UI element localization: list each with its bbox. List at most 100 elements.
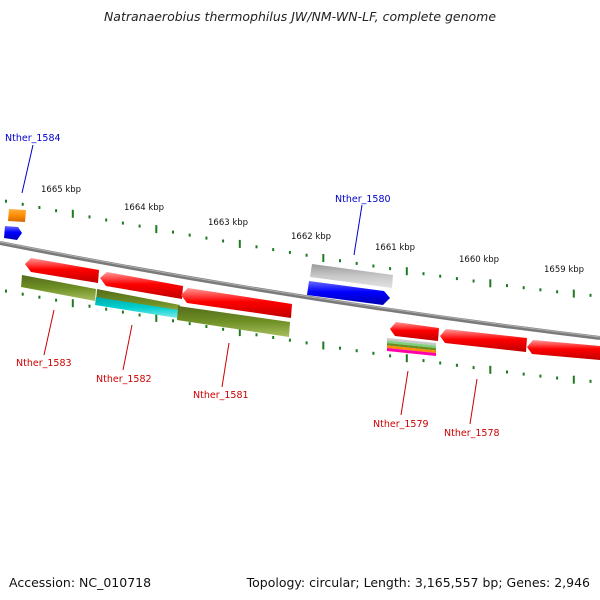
scale-tick-minor bbox=[372, 351, 375, 355]
scale-tick-major bbox=[238, 328, 241, 337]
scale-tick-minor bbox=[305, 253, 308, 257]
genome-stats-text: Topology: circular; Length: 3,165,557 bp… bbox=[246, 575, 590, 590]
scale-tick-minor bbox=[272, 336, 275, 339]
scale-tick-minor bbox=[439, 274, 442, 278]
gene-label-nther-1578[interactable]: Nther_1578 bbox=[444, 428, 500, 439]
scale-tick-minor bbox=[188, 233, 191, 237]
scale-tick-major bbox=[405, 354, 408, 363]
gene-label-nther-1583[interactable]: Nther_1583 bbox=[16, 358, 72, 369]
gene-feature-cyan-1582[interactable] bbox=[95, 297, 178, 318]
gene-row-lower-right bbox=[387, 322, 600, 360]
scale-label-1665: 1665 kbp bbox=[41, 185, 81, 195]
gene-feature-olive-1583[interactable] bbox=[21, 275, 96, 301]
scale-tick-minor bbox=[5, 199, 7, 203]
gene-arrow-red-1[interactable] bbox=[25, 258, 99, 283]
gene-arrow-red-3[interactable] bbox=[181, 288, 292, 318]
gene-arrow-nther-1584[interactable] bbox=[4, 226, 22, 240]
scale-tick-minor bbox=[389, 267, 392, 271]
scale-tick-minor bbox=[556, 290, 559, 294]
scale-label-1662: 1662 kbp bbox=[291, 232, 331, 242]
scale-tick-minor bbox=[455, 277, 458, 281]
scale-tick-major bbox=[405, 267, 408, 276]
scale-tick-minor bbox=[21, 202, 24, 206]
scale-tick-minor bbox=[172, 230, 174, 234]
scale-tick-minor bbox=[472, 279, 475, 283]
gene-labels: Nther_1584 Nther_1580 Nther_1583 Nther_1… bbox=[5, 133, 500, 439]
scale-label-1660: 1660 kbp bbox=[459, 255, 499, 265]
scale-tick-minor bbox=[121, 221, 124, 225]
scale-ticks-lower bbox=[5, 289, 592, 384]
scale-tick-minor bbox=[372, 264, 375, 268]
scale-label-1664: 1664 kbp bbox=[124, 203, 164, 213]
scale-tick-major bbox=[572, 289, 575, 298]
gene-arrow-red-4[interactable] bbox=[390, 322, 439, 341]
gene-feature-stack-1579[interactable] bbox=[387, 338, 436, 356]
scale-ticks-upper bbox=[5, 199, 592, 298]
gene-feature-olive-1581[interactable] bbox=[177, 306, 290, 337]
genome-backbone bbox=[0, 241, 600, 340]
gene-label-nther-1582[interactable]: Nther_1582 bbox=[96, 374, 152, 385]
scale-tick-minor bbox=[422, 272, 425, 276]
gene-row-lower-left bbox=[21, 258, 292, 337]
scale-tick-minor bbox=[105, 218, 108, 222]
scale-tick-minor bbox=[589, 379, 592, 383]
scale-tick-minor bbox=[339, 346, 341, 350]
scale-tick-minor bbox=[172, 319, 174, 323]
accession-text: Accession: NC_010718 bbox=[9, 575, 152, 590]
gene-nther-1580[interactable] bbox=[307, 264, 393, 305]
scale-tick-major bbox=[322, 341, 325, 350]
gene-label-nther-1581[interactable]: Nther_1581 bbox=[193, 390, 249, 401]
scale-tick-minor bbox=[21, 292, 24, 296]
scale-tick-major bbox=[71, 209, 74, 218]
scale-tick-minor bbox=[288, 250, 291, 254]
gene-feature-orange[interactable] bbox=[8, 209, 26, 222]
scale-tick-minor bbox=[138, 313, 141, 317]
scale-labels: 1665 kbp 1664 kbp 1663 kbp 1662 kbp 1661… bbox=[41, 185, 584, 275]
gene-arrow-red-5[interactable] bbox=[440, 329, 527, 352]
scale-tick-minor bbox=[105, 307, 108, 311]
gene-arrow-red-6[interactable] bbox=[527, 340, 600, 360]
gene-arrow-red-2[interactable] bbox=[100, 272, 183, 299]
scale-tick-minor bbox=[355, 349, 358, 353]
scale-label-1659: 1659 kbp bbox=[544, 265, 584, 275]
scale-tick-minor bbox=[55, 209, 58, 213]
scale-tick-minor bbox=[506, 284, 508, 288]
gene-label-nther-1584[interactable]: Nther_1584 bbox=[5, 133, 61, 144]
scale-tick-minor bbox=[305, 341, 308, 345]
gene-feature-gray[interactable] bbox=[310, 264, 393, 288]
scale-tick-minor bbox=[5, 289, 7, 293]
genome-backbone-highlight bbox=[0, 241, 600, 338]
leader-lines bbox=[21, 144, 478, 425]
scale-tick-minor bbox=[522, 372, 525, 376]
gene-label-nther-1580[interactable]: Nther_1580 bbox=[335, 194, 391, 205]
scale-tick-major bbox=[489, 279, 492, 288]
scale-tick-minor bbox=[556, 376, 559, 380]
scale-tick-minor bbox=[272, 248, 275, 252]
scale-tick-minor bbox=[255, 333, 258, 337]
scale-tick-minor bbox=[205, 236, 208, 240]
scale-tick-minor bbox=[38, 206, 41, 209]
scale-tick-minor bbox=[355, 261, 358, 265]
scale-tick-minor bbox=[539, 288, 542, 292]
scale-tick-minor bbox=[38, 295, 41, 299]
scale-tick-minor bbox=[222, 327, 225, 331]
scale-tick-minor bbox=[339, 259, 341, 263]
gene-nther-1584[interactable] bbox=[4, 209, 26, 240]
scale-label-1661: 1661 kbp bbox=[375, 243, 415, 253]
gene-arrow-nther-1580[interactable] bbox=[307, 281, 390, 305]
scale-tick-minor bbox=[138, 224, 141, 228]
scale-tick-minor bbox=[389, 354, 392, 358]
scale-tick-minor bbox=[255, 245, 258, 249]
scale-tick-minor bbox=[506, 370, 508, 374]
scale-tick-minor bbox=[422, 359, 425, 363]
scale-tick-minor bbox=[522, 286, 525, 290]
scale-tick-minor bbox=[539, 374, 542, 378]
scale-tick-minor bbox=[589, 293, 592, 297]
scale-tick-minor bbox=[88, 304, 91, 308]
scale-label-1663: 1663 kbp bbox=[208, 218, 248, 228]
map-title: Natranaerobius thermophilus JW/NM-WN-LF,… bbox=[103, 9, 497, 24]
gene-label-nther-1579[interactable]: Nther_1579 bbox=[373, 419, 429, 430]
scale-tick-major bbox=[238, 239, 241, 248]
